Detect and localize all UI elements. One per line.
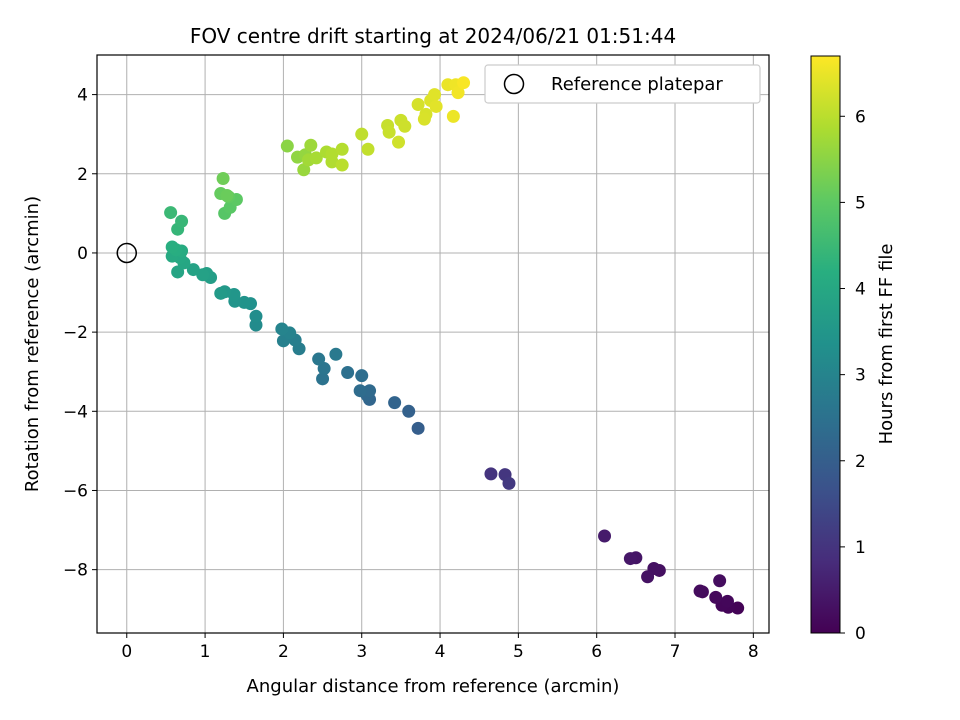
- data-point: [451, 86, 465, 100]
- data-point: [411, 421, 425, 435]
- legend-box: [484, 64, 761, 104]
- data-point: [641, 570, 655, 584]
- data-point: [623, 552, 637, 566]
- data-point: [382, 125, 396, 139]
- colorbar-tick-label: 6: [855, 107, 866, 127]
- data-point: [429, 99, 443, 113]
- data-point: [388, 396, 402, 410]
- data-point: [402, 404, 416, 418]
- x-tick-label: 6: [591, 642, 602, 662]
- x-tick-label: 8: [748, 642, 759, 662]
- data-point: [280, 139, 294, 153]
- y-axis-ticks: −8 −6 −4 −2 0 2 4: [63, 86, 97, 581]
- x-axis-ticks: 0 1 2 3 4 5 6 7 8: [121, 633, 759, 662]
- data-point: [355, 127, 369, 141]
- data-point: [304, 138, 318, 152]
- colorbar-ticks: 0 1 2 3 4 5 6: [840, 107, 866, 644]
- colorbar-tick-label: 0: [855, 624, 866, 644]
- data-point: [335, 142, 349, 156]
- data-point: [446, 109, 460, 123]
- colorbar-tick-label: 5: [855, 193, 866, 213]
- data-point: [309, 151, 323, 165]
- data-point: [502, 476, 516, 490]
- x-tick-label: 7: [670, 642, 681, 662]
- x-tick-label: 4: [435, 642, 446, 662]
- data-point: [164, 206, 178, 220]
- colorbar: 0 1 2 3 4 5 6 Hours from first FF file: [810, 55, 897, 644]
- legend-label: Reference platepar: [551, 74, 723, 95]
- data-point: [484, 467, 498, 481]
- data-point: [363, 384, 377, 398]
- y-tick-label: 4: [77, 86, 88, 106]
- data-point: [175, 214, 189, 228]
- colorbar-tick-label: 1: [855, 538, 866, 558]
- data-point: [355, 369, 369, 383]
- reference-platepar-marker: [116, 242, 138, 264]
- y-axis-label: Rotation from reference (arcmin): [22, 196, 43, 492]
- data-point: [709, 590, 723, 604]
- data-point: [325, 147, 339, 161]
- colorbar-tick-label: 3: [855, 366, 866, 386]
- data-point: [341, 366, 355, 380]
- data-point: [186, 263, 200, 277]
- y-tick-label: 2: [77, 165, 88, 185]
- y-tick-label: −6: [63, 481, 88, 501]
- data-point: [457, 76, 471, 90]
- y-tick-label: −2: [63, 323, 88, 343]
- colorbar-gradient: [810, 55, 841, 634]
- y-tick-label: −8: [63, 561, 88, 581]
- data-point: [329, 347, 343, 361]
- y-tick-label: 0: [77, 244, 88, 264]
- data-point: [417, 112, 431, 126]
- data-point: [216, 172, 230, 186]
- data-point: [171, 265, 185, 279]
- x-tick-label: 1: [200, 642, 211, 662]
- data-point: [317, 362, 331, 376]
- legend: Reference platepar: [484, 64, 761, 104]
- data-points: [164, 76, 745, 615]
- x-tick-label: 0: [121, 642, 132, 662]
- data-point: [275, 322, 289, 336]
- x-tick-label: 5: [513, 642, 524, 662]
- x-tick-label: 3: [356, 642, 367, 662]
- data-point: [720, 594, 734, 608]
- data-point: [312, 352, 326, 366]
- data-point: [731, 601, 745, 615]
- data-point: [335, 158, 349, 172]
- data-point: [392, 135, 406, 149]
- data-point: [411, 97, 425, 111]
- legend-marker: [503, 73, 525, 95]
- data-point: [249, 309, 263, 323]
- data-point: [693, 584, 707, 598]
- data-point: [220, 189, 234, 203]
- y-tick-label: −4: [63, 402, 88, 422]
- data-point: [713, 574, 727, 588]
- data-point: [165, 240, 179, 254]
- data-point: [361, 142, 375, 156]
- x-axis-label: Angular distance from reference (arcmin): [247, 676, 620, 697]
- data-point: [297, 163, 311, 177]
- grid: [97, 55, 769, 633]
- x-tick-label: 2: [278, 642, 289, 662]
- data-point: [316, 372, 330, 386]
- data-point: [398, 119, 412, 133]
- plot-frame: [96, 54, 770, 634]
- data-point: [353, 384, 367, 398]
- colorbar-label: Hours from first FF file: [876, 244, 897, 445]
- data-point: [428, 88, 442, 102]
- colorbar-tick-label: 2: [855, 452, 866, 472]
- data-point: [214, 286, 228, 300]
- chart-title: FOV centre drift starting at 2024/06/21 …: [190, 24, 676, 48]
- data-point: [598, 529, 612, 543]
- colorbar-tick-label: 4: [855, 280, 866, 300]
